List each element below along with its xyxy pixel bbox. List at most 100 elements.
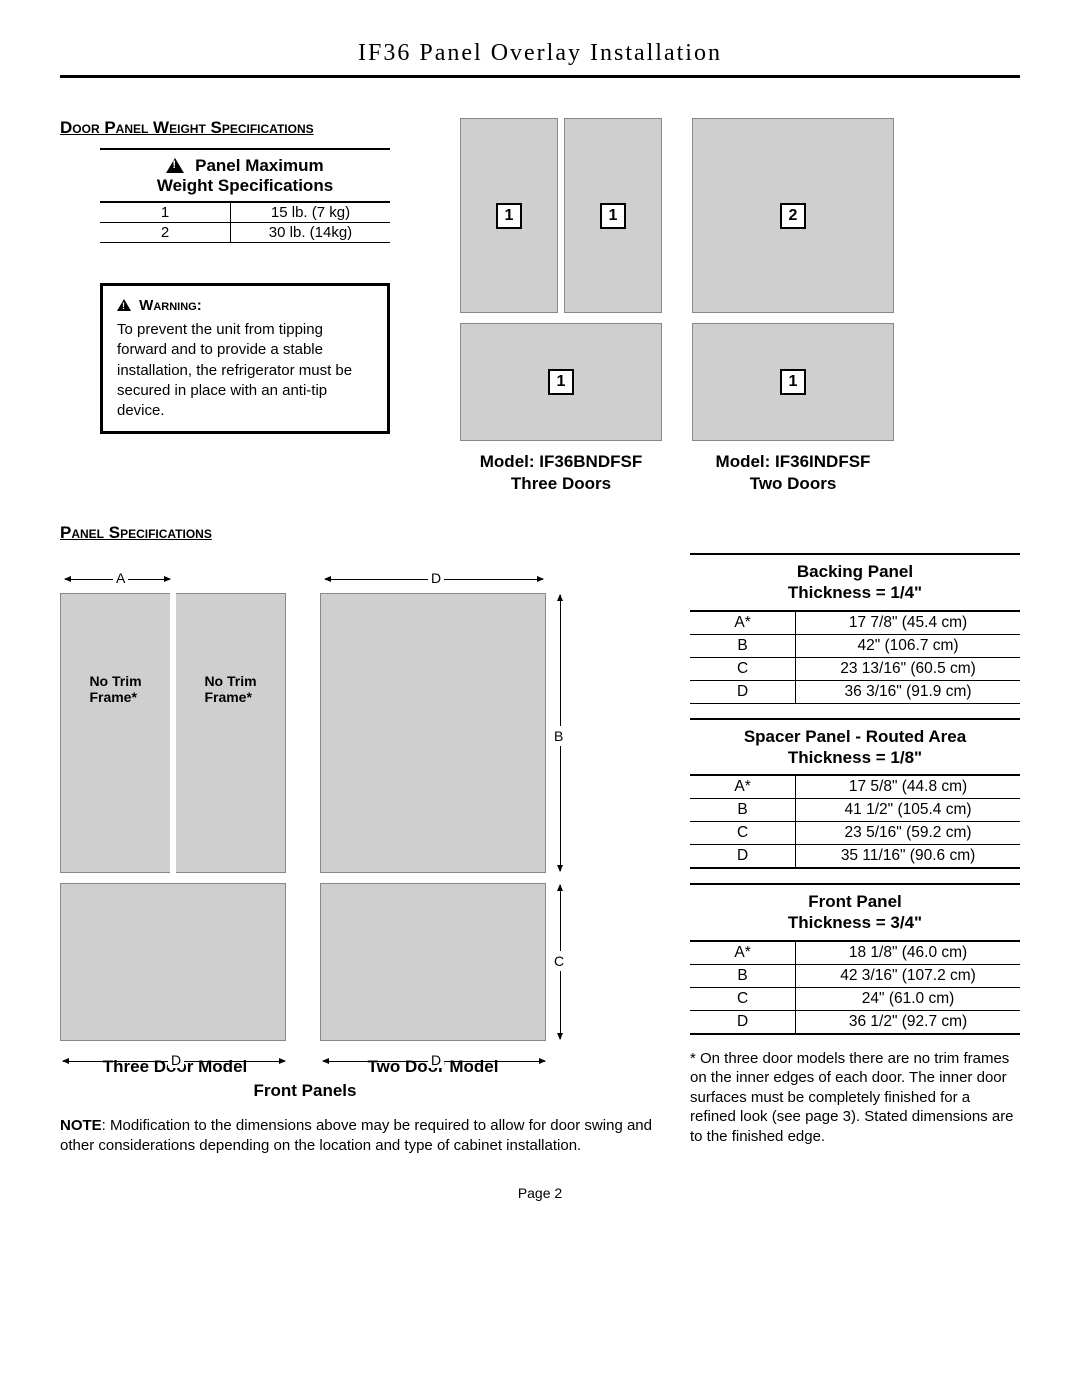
table-header: Spacer Panel - Routed Area Thickness = 1…	[690, 719, 1020, 776]
panel-number: 1	[780, 369, 806, 395]
warning-box: Warning: To prevent the unit from tippin…	[100, 283, 390, 435]
panel-number: 1	[496, 203, 522, 229]
dim-d: D	[168, 1052, 184, 1068]
model-label-l2: Three Doors	[511, 474, 611, 493]
spec-left: A No Trim Frame* No Trim Frame*	[60, 553, 660, 1155]
table-row: A*17 5/8" (44.8 cm)	[690, 775, 1020, 799]
panel-box: No Trim Frame*	[60, 593, 170, 873]
top-row: Door Panel Weight Specifications Panel M…	[60, 118, 1020, 495]
model-two-doors: 2 1 Model: IF36INDFSF Two Doors	[692, 118, 894, 495]
cell: 42" (106.7 cm)	[796, 634, 1020, 657]
cell: 35 11/16" (90.6 cm)	[796, 845, 1020, 869]
table-row: B42 3/16" (107.2 cm)	[690, 964, 1020, 987]
panel-box	[320, 883, 546, 1041]
page-title: IF36 Panel Overlay Installation	[60, 40, 1020, 78]
trim-l1: No Trim	[204, 673, 256, 689]
spec-right: Backing Panel Thickness = 1/4" A*17 7/8"…	[690, 553, 1020, 1155]
caption-sub: Front Panels	[60, 1081, 550, 1101]
weight-cell: 30 lb. (14kg)	[231, 222, 391, 242]
model-label: Model: IF36INDFSF Two Doors	[692, 451, 894, 495]
dim-a: A	[113, 570, 128, 586]
heading-weight: Door Panel Weight Specifications	[60, 118, 430, 138]
cell: 23 5/16" (59.2 cm)	[796, 822, 1020, 845]
spec-row: A No Trim Frame* No Trim Frame*	[60, 553, 1020, 1155]
weight-table: Panel Maximum Weight Specifications 1 15…	[100, 148, 390, 243]
note: NOTE: Modification to the dimensions abo…	[60, 1116, 660, 1155]
panel-number: 1	[600, 203, 626, 229]
model-bottom-panel: 1	[692, 323, 894, 441]
table-row: 1 15 lb. (7 kg)	[100, 202, 390, 223]
panel-box	[60, 883, 286, 1041]
dim-c: C	[554, 951, 564, 971]
table-row: D36 1/2" (92.7 cm)	[690, 1010, 1020, 1034]
th-l2: Thickness = 1/8"	[788, 748, 922, 767]
panel-number: 2	[780, 203, 806, 229]
panel-box: 1	[564, 118, 662, 313]
model-grid: 2 1	[692, 118, 894, 441]
cell: B	[690, 964, 796, 987]
dim-d: D	[428, 1052, 444, 1068]
model-label-l1: Model: IF36INDFSF	[716, 452, 871, 471]
model-top-panels: 2	[692, 118, 894, 313]
note-body: : Modification to the dimensions above m…	[60, 1117, 652, 1154]
cell: A*	[690, 611, 796, 635]
top-left-col: Door Panel Weight Specifications Panel M…	[60, 118, 430, 495]
panel-box: 2	[692, 118, 894, 313]
model-label-l2: Two Doors	[750, 474, 837, 493]
th-l2: Thickness = 1/4"	[788, 583, 922, 602]
cell: 36 1/2" (92.7 cm)	[796, 1010, 1020, 1034]
diagram-captions: Three Door Model Two Door Model	[60, 1041, 660, 1077]
cell: D	[690, 680, 796, 703]
footnote: * On three door models there are no trim…	[690, 1049, 1020, 1147]
model-three-doors: 1 1 1 Model: IF36BNDFSF Three Doors	[460, 118, 662, 495]
cell: 36 3/16" (91.9 cm)	[796, 680, 1020, 703]
spec-diagrams: A No Trim Frame* No Trim Frame*	[60, 571, 660, 1041]
cell: 24" (61.0 cm)	[796, 987, 1020, 1010]
weight-cell: 1	[100, 202, 231, 223]
table-row: B41 1/2" (105.4 cm)	[690, 799, 1020, 822]
table-row: C23 5/16" (59.2 cm)	[690, 822, 1020, 845]
cell: 41 1/2" (105.4 cm)	[796, 799, 1020, 822]
weight-header-l1: Panel Maximum	[195, 156, 324, 175]
weight-table-header: Panel Maximum Weight Specifications	[100, 149, 390, 202]
table-row: C23 13/16" (60.5 cm)	[690, 657, 1020, 680]
panel-box: 1	[460, 323, 662, 441]
table-backing: Backing Panel Thickness = 1/4" A*17 7/8"…	[690, 553, 1020, 704]
cell: 17 7/8" (45.4 cm)	[796, 611, 1020, 635]
page-number: Page 2	[60, 1185, 1020, 1201]
th-l1: Spacer Panel - Routed Area	[744, 727, 966, 746]
cell: C	[690, 657, 796, 680]
dim-b: B	[554, 726, 563, 746]
table-row: C24" (61.0 cm)	[690, 987, 1020, 1010]
weight-header-l2: Weight Specifications	[157, 176, 333, 195]
panel-box: No Trim Frame*	[176, 593, 286, 873]
warning-icon	[117, 299, 131, 311]
table-row: A*18 1/8" (46.0 cm)	[690, 941, 1020, 965]
weight-cell: 15 lb. (7 kg)	[231, 202, 391, 223]
diagram-three-door: A No Trim Frame* No Trim Frame*	[60, 571, 290, 1041]
cell: D	[690, 845, 796, 869]
th-l2: Thickness = 3/4"	[788, 913, 922, 932]
trim-label: No Trim Frame*	[204, 674, 256, 705]
trim-l1: No Trim	[89, 673, 141, 689]
trim-l2: Frame*	[204, 689, 251, 705]
panel-box: 1	[460, 118, 558, 313]
table-row: A*17 7/8" (45.4 cm)	[690, 611, 1020, 635]
cell: 18 1/8" (46.0 cm)	[796, 941, 1020, 965]
table-row: D36 3/16" (91.9 cm)	[690, 680, 1020, 703]
table-header: Front Panel Thickness = 3/4"	[690, 884, 1020, 941]
cell: D	[690, 1010, 796, 1034]
weight-cell: 2	[100, 222, 231, 242]
panel-box: 1	[692, 323, 894, 441]
diagram-two-door: D B C D	[320, 571, 590, 1041]
model-label: Model: IF36BNDFSF Three Doors	[460, 451, 662, 495]
diag-top-row: No Trim Frame* No Trim Frame*	[60, 593, 290, 873]
cell: A*	[690, 775, 796, 799]
panel-number: 1	[548, 369, 574, 395]
cell: B	[690, 634, 796, 657]
models-row: 1 1 1 Model: IF36BNDFSF Three Doors	[460, 118, 1020, 495]
table-front: Front Panel Thickness = 3/4" A*18 1/8" (…	[690, 883, 1020, 1035]
dim-d: D	[428, 570, 444, 586]
th-l1: Backing Panel	[797, 562, 913, 581]
cell: C	[690, 822, 796, 845]
